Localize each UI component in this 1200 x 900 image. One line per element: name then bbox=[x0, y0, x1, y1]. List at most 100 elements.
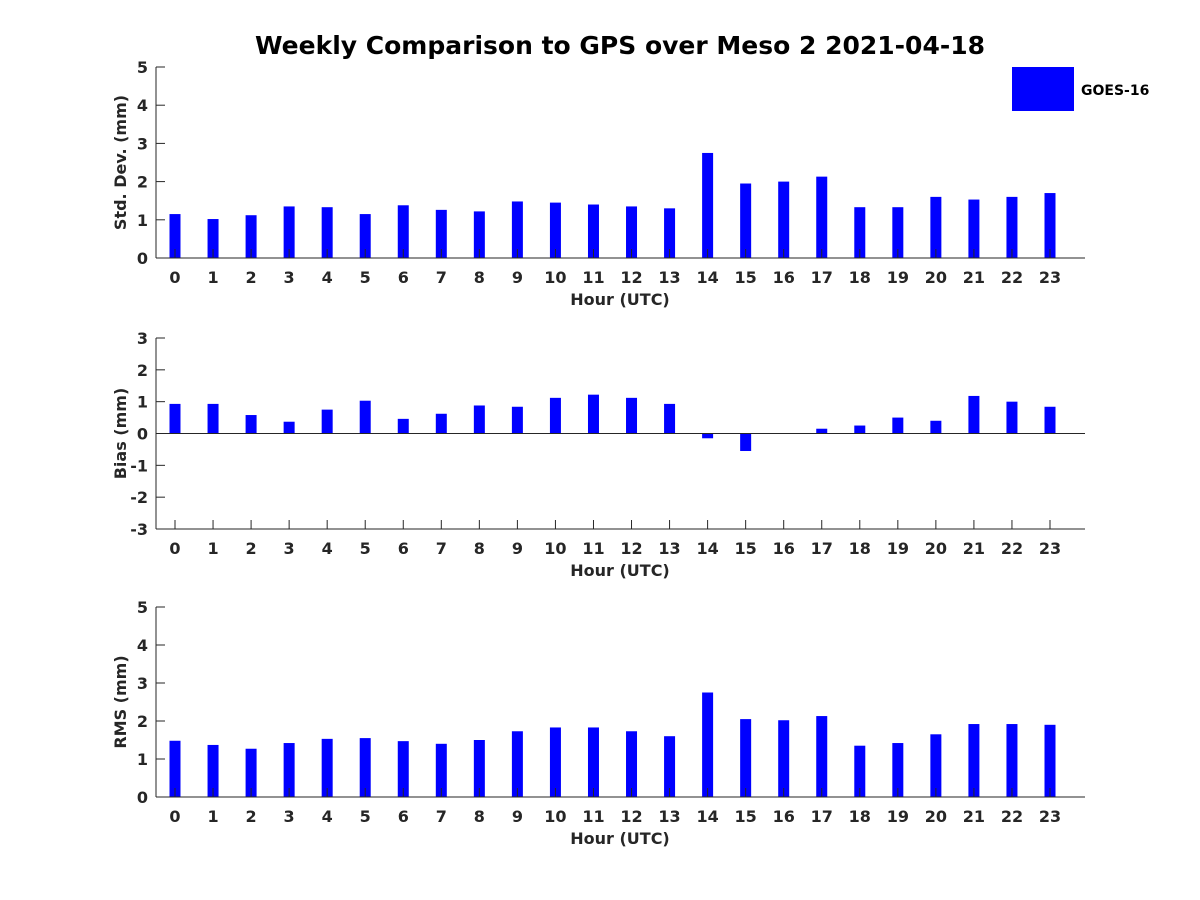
std-dev-y-tick-label: 5 bbox=[137, 58, 148, 77]
bias-bar-hour-2 bbox=[245, 415, 257, 434]
rms-x-tick-label: 9 bbox=[512, 807, 523, 826]
rms-bar-hour-20 bbox=[930, 734, 942, 797]
std-dev-x-axis-label: Hour (UTC) bbox=[570, 290, 670, 309]
std-dev-bar-hour-5 bbox=[359, 214, 371, 258]
rms-y-tick-label: 5 bbox=[137, 598, 148, 617]
rms-y-tick-label: 3 bbox=[137, 674, 148, 693]
bias-x-tick-label: 18 bbox=[849, 539, 871, 558]
rms-bar-hour-23 bbox=[1044, 724, 1056, 797]
rms-x-tick-label: 21 bbox=[963, 807, 985, 826]
rms-bar-hour-9 bbox=[511, 731, 523, 797]
std-dev-y-tick-label: 4 bbox=[137, 96, 148, 115]
bias-bar-hour-7 bbox=[435, 413, 447, 434]
std-dev-x-tick-label: 15 bbox=[735, 268, 757, 287]
bias-x-tick-label: 13 bbox=[658, 539, 680, 558]
bias-bar-hour-3 bbox=[283, 421, 295, 434]
std-dev-bar-hour-19 bbox=[892, 207, 904, 258]
bias-x-axis-label: Hour (UTC) bbox=[570, 561, 670, 580]
std-dev-x-tick-label: 1 bbox=[207, 268, 218, 287]
rms-x-axis-label: Hour (UTC) bbox=[570, 829, 670, 848]
rms-x-tick-label: 1 bbox=[207, 807, 218, 826]
rms-bar-hour-12 bbox=[626, 731, 638, 797]
rms-bar-hour-8 bbox=[473, 740, 485, 797]
bias-x-tick-label: 3 bbox=[284, 539, 295, 558]
bias-bar-hour-19 bbox=[892, 417, 904, 434]
rms-bar-hour-4 bbox=[321, 738, 333, 797]
std-dev-x-tick-label: 21 bbox=[963, 268, 985, 287]
rms-bar-hour-10 bbox=[549, 727, 561, 797]
rms-x-tick-label: 2 bbox=[246, 807, 257, 826]
rms-bar-hour-17 bbox=[816, 716, 828, 797]
bias-bar-hour-14 bbox=[702, 433, 714, 439]
bias-x-tick-label: 1 bbox=[207, 539, 218, 558]
bias-y-tick-label: 1 bbox=[137, 393, 148, 412]
std-dev-y-tick-label: 0 bbox=[137, 249, 148, 268]
rms-x-tick-label: 7 bbox=[436, 807, 447, 826]
rms-x-tick-label: 0 bbox=[169, 807, 180, 826]
std-dev-x-tick-label: 3 bbox=[284, 268, 295, 287]
bias-x-tick-label: 22 bbox=[1001, 539, 1023, 558]
std-dev-bar-hour-23 bbox=[1044, 193, 1056, 258]
rms-x-tick-label: 22 bbox=[1001, 807, 1023, 826]
rms-x-tick-label: 20 bbox=[925, 807, 947, 826]
rms-y-axis-label: RMS (mm) bbox=[111, 655, 130, 748]
std-dev-x-tick-label: 23 bbox=[1039, 268, 1061, 287]
bias-bar-hour-17 bbox=[816, 428, 828, 434]
bias-bar-hour-13 bbox=[664, 403, 676, 434]
bias-x-tick-label: 4 bbox=[322, 539, 333, 558]
std-dev-bar-hour-4 bbox=[321, 207, 333, 258]
rms-bar-hour-14 bbox=[702, 692, 714, 797]
bias-x-tick-label: 20 bbox=[925, 539, 947, 558]
bias-y-tick-label: -1 bbox=[130, 456, 148, 475]
rms-bar-hour-2 bbox=[245, 748, 257, 797]
bias-x-tick-label: 8 bbox=[474, 539, 485, 558]
bias-bar-hour-9 bbox=[511, 406, 523, 434]
std-dev-bar-hour-17 bbox=[816, 176, 828, 258]
std-dev-x-tick-label: 22 bbox=[1001, 268, 1023, 287]
std-dev-bar-hour-8 bbox=[473, 211, 485, 258]
bias-y-tick-label: -2 bbox=[130, 488, 148, 507]
std-dev-bar-hour-11 bbox=[587, 204, 599, 258]
bias-bar-hour-21 bbox=[968, 395, 980, 434]
std-dev-y-axis-label: Std. Dev. (mm) bbox=[111, 95, 130, 230]
rms-bar-hour-3 bbox=[283, 743, 295, 797]
std-dev-x-tick-label: 4 bbox=[322, 268, 333, 287]
rms-bar-hour-0 bbox=[169, 740, 181, 797]
bias-x-tick-label: 6 bbox=[398, 539, 409, 558]
bias-x-tick-label: 5 bbox=[360, 539, 371, 558]
bias-x-tick-label: 2 bbox=[246, 539, 257, 558]
bias-x-tick-label: 0 bbox=[169, 539, 180, 558]
std-dev-bar-hour-0 bbox=[169, 214, 181, 258]
std-dev-x-tick-label: 12 bbox=[620, 268, 642, 287]
bias-x-tick-label: 21 bbox=[963, 539, 985, 558]
rms-bar-hour-1 bbox=[207, 744, 219, 797]
bias-bar-hour-23 bbox=[1044, 406, 1056, 434]
std-dev-x-tick-label: 16 bbox=[773, 268, 795, 287]
rms-bar-hour-19 bbox=[892, 743, 904, 797]
bias-y-tick-label: -3 bbox=[130, 520, 148, 539]
rms-y-tick-label: 2 bbox=[137, 712, 148, 731]
bias-bar-hour-1 bbox=[207, 403, 219, 434]
std-dev-bar-hour-21 bbox=[968, 199, 980, 258]
bias-x-tick-label: 23 bbox=[1039, 539, 1061, 558]
bias-bar-hour-22 bbox=[1006, 401, 1018, 434]
std-dev-bar-hour-12 bbox=[626, 206, 638, 258]
std-dev-x-tick-label: 18 bbox=[849, 268, 871, 287]
std-dev-bar-hour-18 bbox=[854, 207, 866, 258]
std-dev-x-tick-label: 0 bbox=[169, 268, 180, 287]
bias-bar-hour-6 bbox=[397, 418, 409, 434]
rms-x-tick-label: 15 bbox=[735, 807, 757, 826]
bias-y-axis-label: Bias (mm) bbox=[111, 388, 130, 480]
rms-x-tick-label: 16 bbox=[773, 807, 795, 826]
rms-y-tick-label: 0 bbox=[137, 788, 148, 807]
bias-x-tick-label: 11 bbox=[582, 539, 604, 558]
bias-x-tick-label: 9 bbox=[512, 539, 523, 558]
std-dev-x-tick-label: 7 bbox=[436, 268, 447, 287]
rms-x-tick-label: 17 bbox=[811, 807, 833, 826]
rms-bar-hour-21 bbox=[968, 724, 980, 797]
rms-x-tick-label: 6 bbox=[398, 807, 409, 826]
std-dev-x-tick-label: 2 bbox=[246, 268, 257, 287]
